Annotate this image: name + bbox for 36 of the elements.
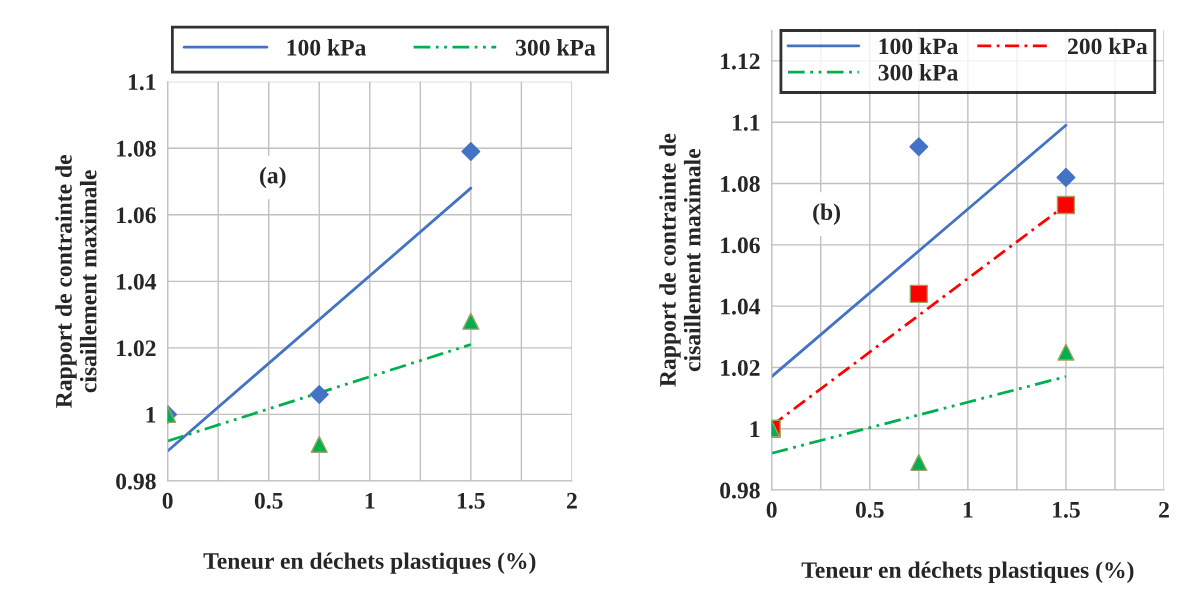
x-tick-label: 1 bbox=[365, 492, 375, 509]
y-tick-label: 1 bbox=[146, 407, 156, 423]
x-tick-label: 0 bbox=[766, 501, 777, 518]
x-axis-title: Teneur en déchets plastiques (%) bbox=[203, 552, 536, 574]
x-tick-label: 1.5 bbox=[1053, 501, 1080, 518]
legend-label: 300 kPa bbox=[516, 39, 596, 56]
y-axis-title: Rapport de contrainte de cisaillement maximale bbox=[55, 155, 97, 408]
y-tick-label: 1.1 bbox=[128, 74, 156, 91]
legend-label: 100 kPa bbox=[287, 39, 367, 56]
y-axis-title: Rapport de contrainte de cisaillement maximale bbox=[659, 133, 701, 387]
y-tick-label: 1.06 bbox=[721, 237, 760, 254]
y-tick-label: 1.02 bbox=[117, 340, 156, 357]
y-tick-label: 1.1 bbox=[732, 114, 760, 131]
annotation: (b) bbox=[813, 203, 840, 225]
y-tick-label: 1.04 bbox=[721, 298, 761, 315]
x-tick-label: 0.5 bbox=[855, 501, 884, 518]
x-tick-label: 2 bbox=[1159, 501, 1169, 518]
legend-label: 200 kPa bbox=[1068, 37, 1148, 55]
y-tick-label: 1.04 bbox=[117, 273, 157, 290]
legend-label: 100 kPa bbox=[879, 37, 959, 55]
y-tick-label: 0.98 bbox=[116, 473, 156, 490]
x-tick-label: 2 bbox=[567, 492, 577, 509]
y-tick-label: 1 bbox=[750, 421, 760, 437]
x-tick-label: 0.5 bbox=[254, 492, 283, 509]
y-tick-label: 1.12 bbox=[721, 53, 760, 70]
x-tick-label: 0 bbox=[162, 492, 173, 509]
y-tick-label: 1.02 bbox=[721, 359, 760, 376]
legend-label: 300 kPa bbox=[878, 64, 959, 81]
y-tick-label: 1.08 bbox=[117, 140, 156, 157]
x-tick-label: 1 bbox=[963, 501, 973, 518]
x-tick-label: 1.5 bbox=[457, 492, 485, 509]
y-tick-label: 1.08 bbox=[721, 176, 760, 193]
y-tick-label: 0.98 bbox=[720, 482, 760, 499]
y-tick-label: 1.06 bbox=[117, 207, 156, 224]
x-axis-title: Teneur en déchets plastiques (%) bbox=[801, 561, 1134, 583]
annotation: (a) bbox=[260, 166, 286, 189]
